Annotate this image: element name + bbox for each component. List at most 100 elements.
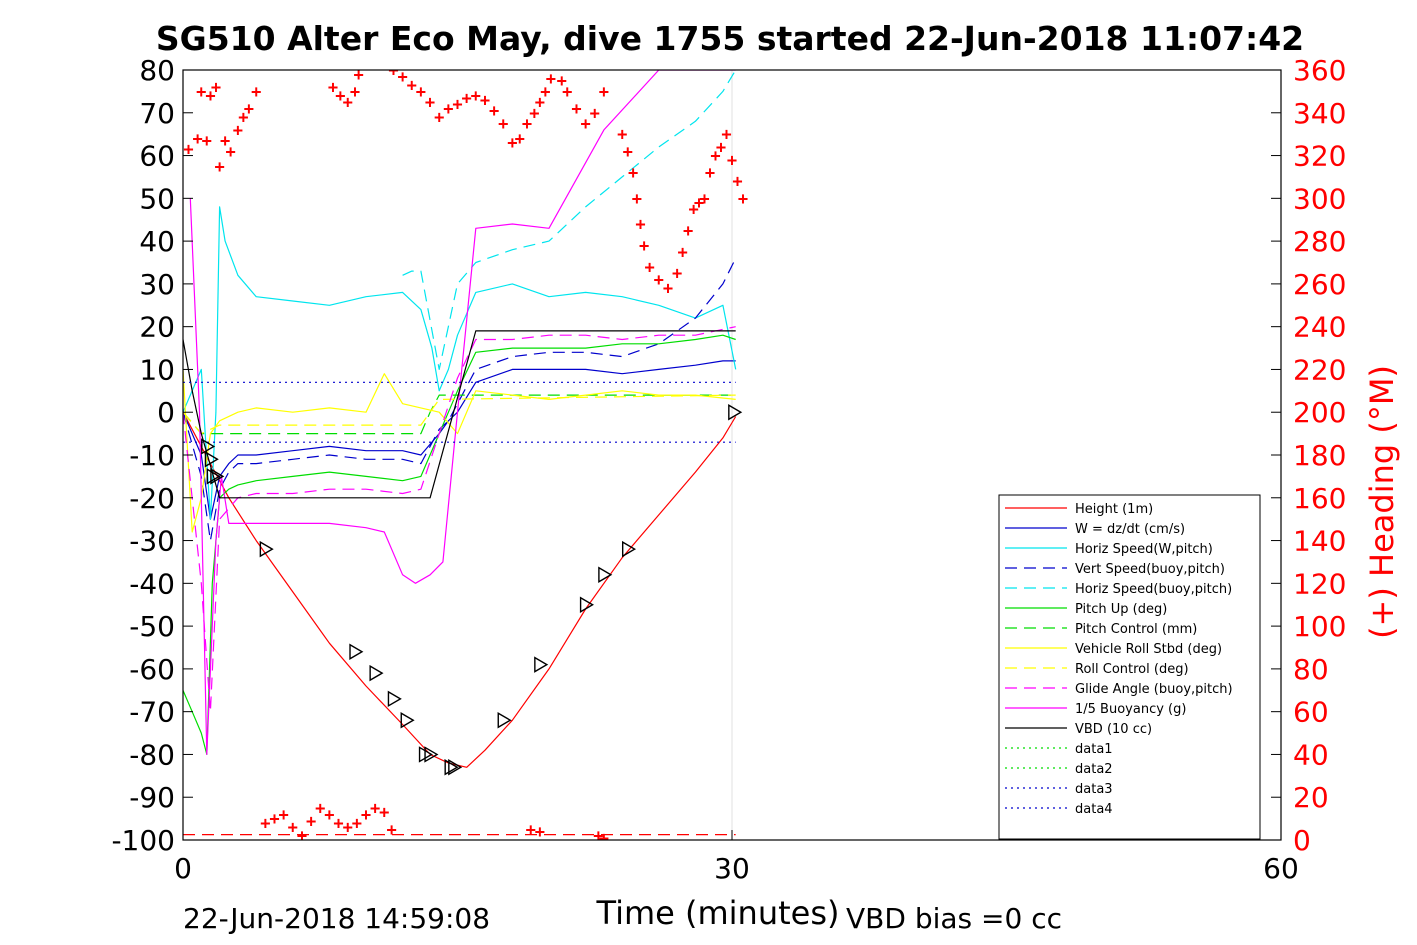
- heading-marker: +: [205, 87, 215, 107]
- heading-marker: +: [628, 164, 638, 184]
- x-tick-label: 30: [714, 852, 750, 885]
- y-right-tick-label: 0: [1293, 824, 1311, 857]
- heading-marker: +: [529, 104, 539, 124]
- legend-label-13: data2: [1075, 762, 1113, 777]
- dive-marker: [204, 451, 219, 468]
- heading-marker: +: [535, 93, 545, 113]
- footer-vbd-bias: VBD bias =0 cc: [846, 902, 1062, 935]
- dive-marker: [210, 468, 225, 485]
- y-axis-right: 3603403203002802602402202001801601401201…: [1271, 54, 1346, 857]
- series-line-3: [183, 257, 737, 542]
- x-axis-title: Time (minutes): [596, 894, 840, 932]
- legend-label-1: W = dz/dt (cm/s): [1075, 522, 1185, 537]
- heading-marker: +: [639, 236, 649, 256]
- heading-marker: +: [526, 820, 536, 840]
- heading-marker: +: [324, 805, 334, 825]
- y-left-tick-label: -60: [129, 653, 175, 686]
- y-left-tick-label: 30: [139, 268, 175, 301]
- heading-marker: +: [672, 264, 682, 284]
- heading-marker: +: [462, 89, 472, 109]
- heading-marker: +: [557, 72, 567, 92]
- y-right-tick-label: 240: [1293, 311, 1346, 344]
- y-right-tick-label: 220: [1293, 353, 1346, 386]
- y-left-tick-label: -70: [129, 696, 175, 729]
- y-left-tick-label: 40: [139, 225, 175, 258]
- legend-label-5: Pitch Up (deg): [1075, 602, 1167, 617]
- heading-marker: +: [546, 70, 556, 90]
- y-left-tick-label: -20: [129, 482, 175, 515]
- legend-label-4: Horiz Speed(buoy,pitch): [1075, 582, 1232, 597]
- dive-marker: [387, 690, 402, 708]
- heading-marker: +: [599, 829, 609, 849]
- legend-label-10: 1/5 Buoyancy (g): [1075, 702, 1186, 717]
- heading-marker: +: [688, 200, 698, 220]
- legend-label-6: Pitch Control (mm): [1075, 622, 1197, 637]
- heading-marker: +: [335, 87, 345, 107]
- heading-marker: +: [617, 125, 627, 145]
- heading-marker: +: [551, 57, 561, 77]
- heading-marker: +: [333, 814, 343, 834]
- dive-marker: [259, 540, 274, 558]
- heading-marker: +: [663, 279, 673, 299]
- series-line-1: [183, 360, 736, 520]
- heading-marker: +: [434, 108, 444, 128]
- heading-marker: +: [251, 82, 261, 102]
- heading-marker: +: [632, 189, 642, 209]
- heading-marker: +: [443, 100, 453, 120]
- heading-marker: +: [732, 172, 742, 192]
- y-axis-right-title: (+) Heading (°M): [1363, 365, 1401, 639]
- y-right-tick-label: 100: [1293, 610, 1346, 643]
- heading-marker: +: [498, 114, 508, 134]
- y-right-tick-label: 280: [1293, 225, 1346, 258]
- heading-marker: +: [645, 258, 655, 278]
- y-right-tick-label: 120: [1293, 567, 1346, 600]
- y-right-tick-label: 360: [1293, 54, 1346, 87]
- y-left-tick-label: 10: [139, 353, 175, 386]
- heading-marker: +: [196, 82, 206, 102]
- heading-marker: +: [321, 57, 331, 77]
- dive-marker: [497, 712, 512, 729]
- dive-marker: [369, 664, 384, 682]
- chart-title: SG510 Alter Eco May, dive 1755 started 2…: [156, 19, 1304, 58]
- heading-marker: +: [727, 151, 737, 171]
- y-right-tick-label: 140: [1293, 525, 1346, 558]
- legend-label-14: data3: [1075, 782, 1113, 797]
- y-left-tick-label: -100: [111, 824, 175, 857]
- heading-marker: +: [522, 114, 532, 134]
- heading-marker: +: [288, 818, 298, 838]
- heading-marker: +: [343, 818, 353, 838]
- dive-marker: [424, 746, 439, 763]
- y-left-tick-label: 0: [157, 396, 175, 429]
- y-right-tick-label: 20: [1293, 781, 1329, 814]
- heading-marker: +: [244, 100, 254, 120]
- legend-label-12: data1: [1075, 742, 1113, 757]
- heading-marker: +: [343, 93, 353, 113]
- y-left-tick-label: 80: [139, 54, 175, 87]
- dive-marker: [206, 468, 221, 485]
- heading-marker: +: [220, 132, 230, 152]
- heading-marker: +: [202, 132, 212, 152]
- heading-marker: +: [407, 76, 417, 96]
- y-left-tick-label: 20: [139, 311, 175, 344]
- y-right-tick-label: 260: [1293, 268, 1346, 301]
- legend-label-9: Glide Angle (buoy,pitch): [1075, 682, 1233, 697]
- y-left-tick-label: 70: [139, 97, 175, 130]
- series-line-5: [183, 334, 736, 756]
- legend-label-0: Height (1m): [1075, 502, 1153, 517]
- heading-marker: +: [225, 142, 235, 162]
- heading-marker: +: [297, 827, 307, 847]
- heading-marker: +: [635, 215, 645, 235]
- heading-marker: +: [535, 822, 545, 842]
- heading-marker: +: [515, 129, 525, 149]
- heading-marker: +: [593, 827, 603, 847]
- series-line-10: [189, 70, 736, 756]
- series-line-7: [183, 369, 736, 533]
- heading-marker: +: [721, 125, 731, 145]
- series-line-9: [183, 326, 736, 713]
- heading-marker: +: [489, 102, 499, 122]
- y-right-tick-label: 160: [1293, 482, 1346, 515]
- legend-label-8: Roll Control (deg): [1075, 662, 1189, 677]
- dive-marker: [621, 540, 637, 558]
- heading-marker: +: [710, 147, 720, 167]
- legend-label-15: data4: [1075, 802, 1113, 817]
